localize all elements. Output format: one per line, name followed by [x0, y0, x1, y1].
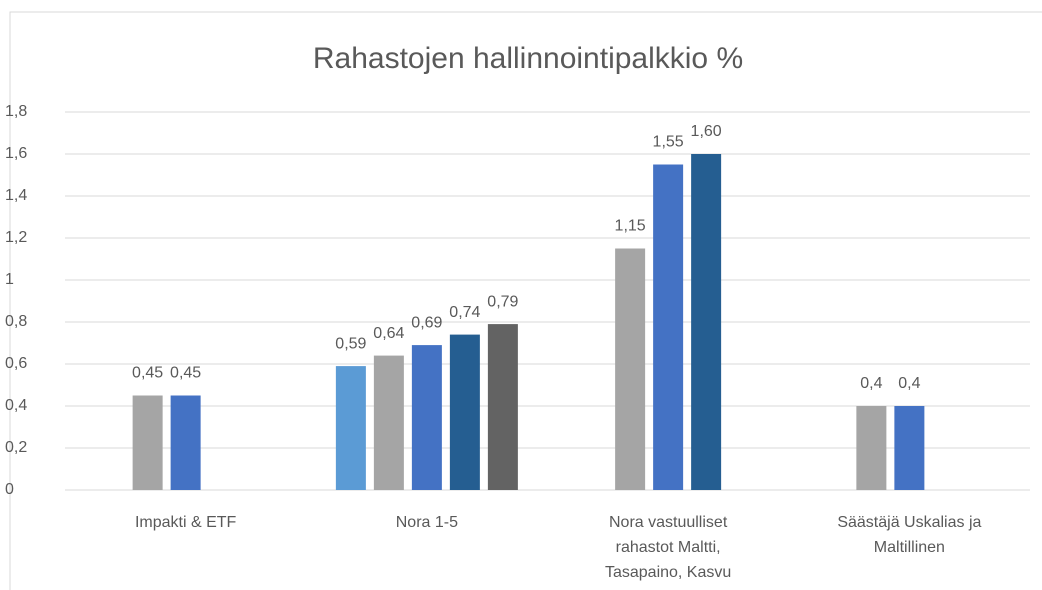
data-label: 0,4	[860, 375, 882, 392]
bar	[894, 406, 925, 490]
data-label: 0,45	[170, 365, 201, 382]
x-tick-label: Nora vastuulliset rahastot Maltti, Tasapai…	[605, 514, 731, 581]
data-label: 0,59	[335, 335, 366, 352]
bar	[373, 355, 404, 490]
bar	[856, 406, 887, 490]
data-label: 0,45	[132, 365, 163, 382]
data-label: 1,55	[653, 134, 684, 151]
y-tick-label: 0,8	[5, 313, 27, 330]
data-label: 0,79	[487, 293, 518, 310]
bar	[411, 345, 442, 490]
chart-title: Rahastojen hallinnointipalkkio %	[313, 42, 743, 75]
chart-frame	[9, 11, 1042, 590]
y-tick-label: 0	[5, 481, 14, 498]
y-tick-label: 0,2	[5, 439, 27, 456]
y-tick-label: 1	[5, 271, 14, 288]
x-tick-label: Nora 1-5	[396, 514, 458, 531]
data-label: 0,4	[898, 375, 920, 392]
data-label: 0,64	[373, 325, 404, 342]
bar	[691, 154, 722, 490]
y-tick-label: 0,4	[5, 397, 27, 414]
bar	[335, 366, 366, 490]
x-tick-label: Säästäjä Uskalias ja Maltillinen	[837, 514, 981, 556]
bar	[615, 248, 646, 490]
data-label: 0,69	[411, 314, 442, 331]
x-tick-label: Impakti & ETF	[135, 514, 237, 531]
y-tick-label: 1,2	[5, 229, 27, 246]
y-tick-label: 1,6	[5, 145, 27, 162]
data-label: 1,15	[615, 218, 646, 235]
bar	[653, 164, 684, 490]
bar	[132, 395, 163, 490]
y-tick-label: 1,4	[5, 187, 27, 204]
y-tick-label: 0,6	[5, 355, 27, 372]
bar	[170, 395, 201, 490]
data-label: 1,60	[691, 123, 722, 140]
bar	[449, 334, 480, 490]
data-label: 0,74	[449, 304, 480, 321]
y-tick-label: 1,8	[5, 103, 27, 120]
bar	[487, 324, 518, 490]
